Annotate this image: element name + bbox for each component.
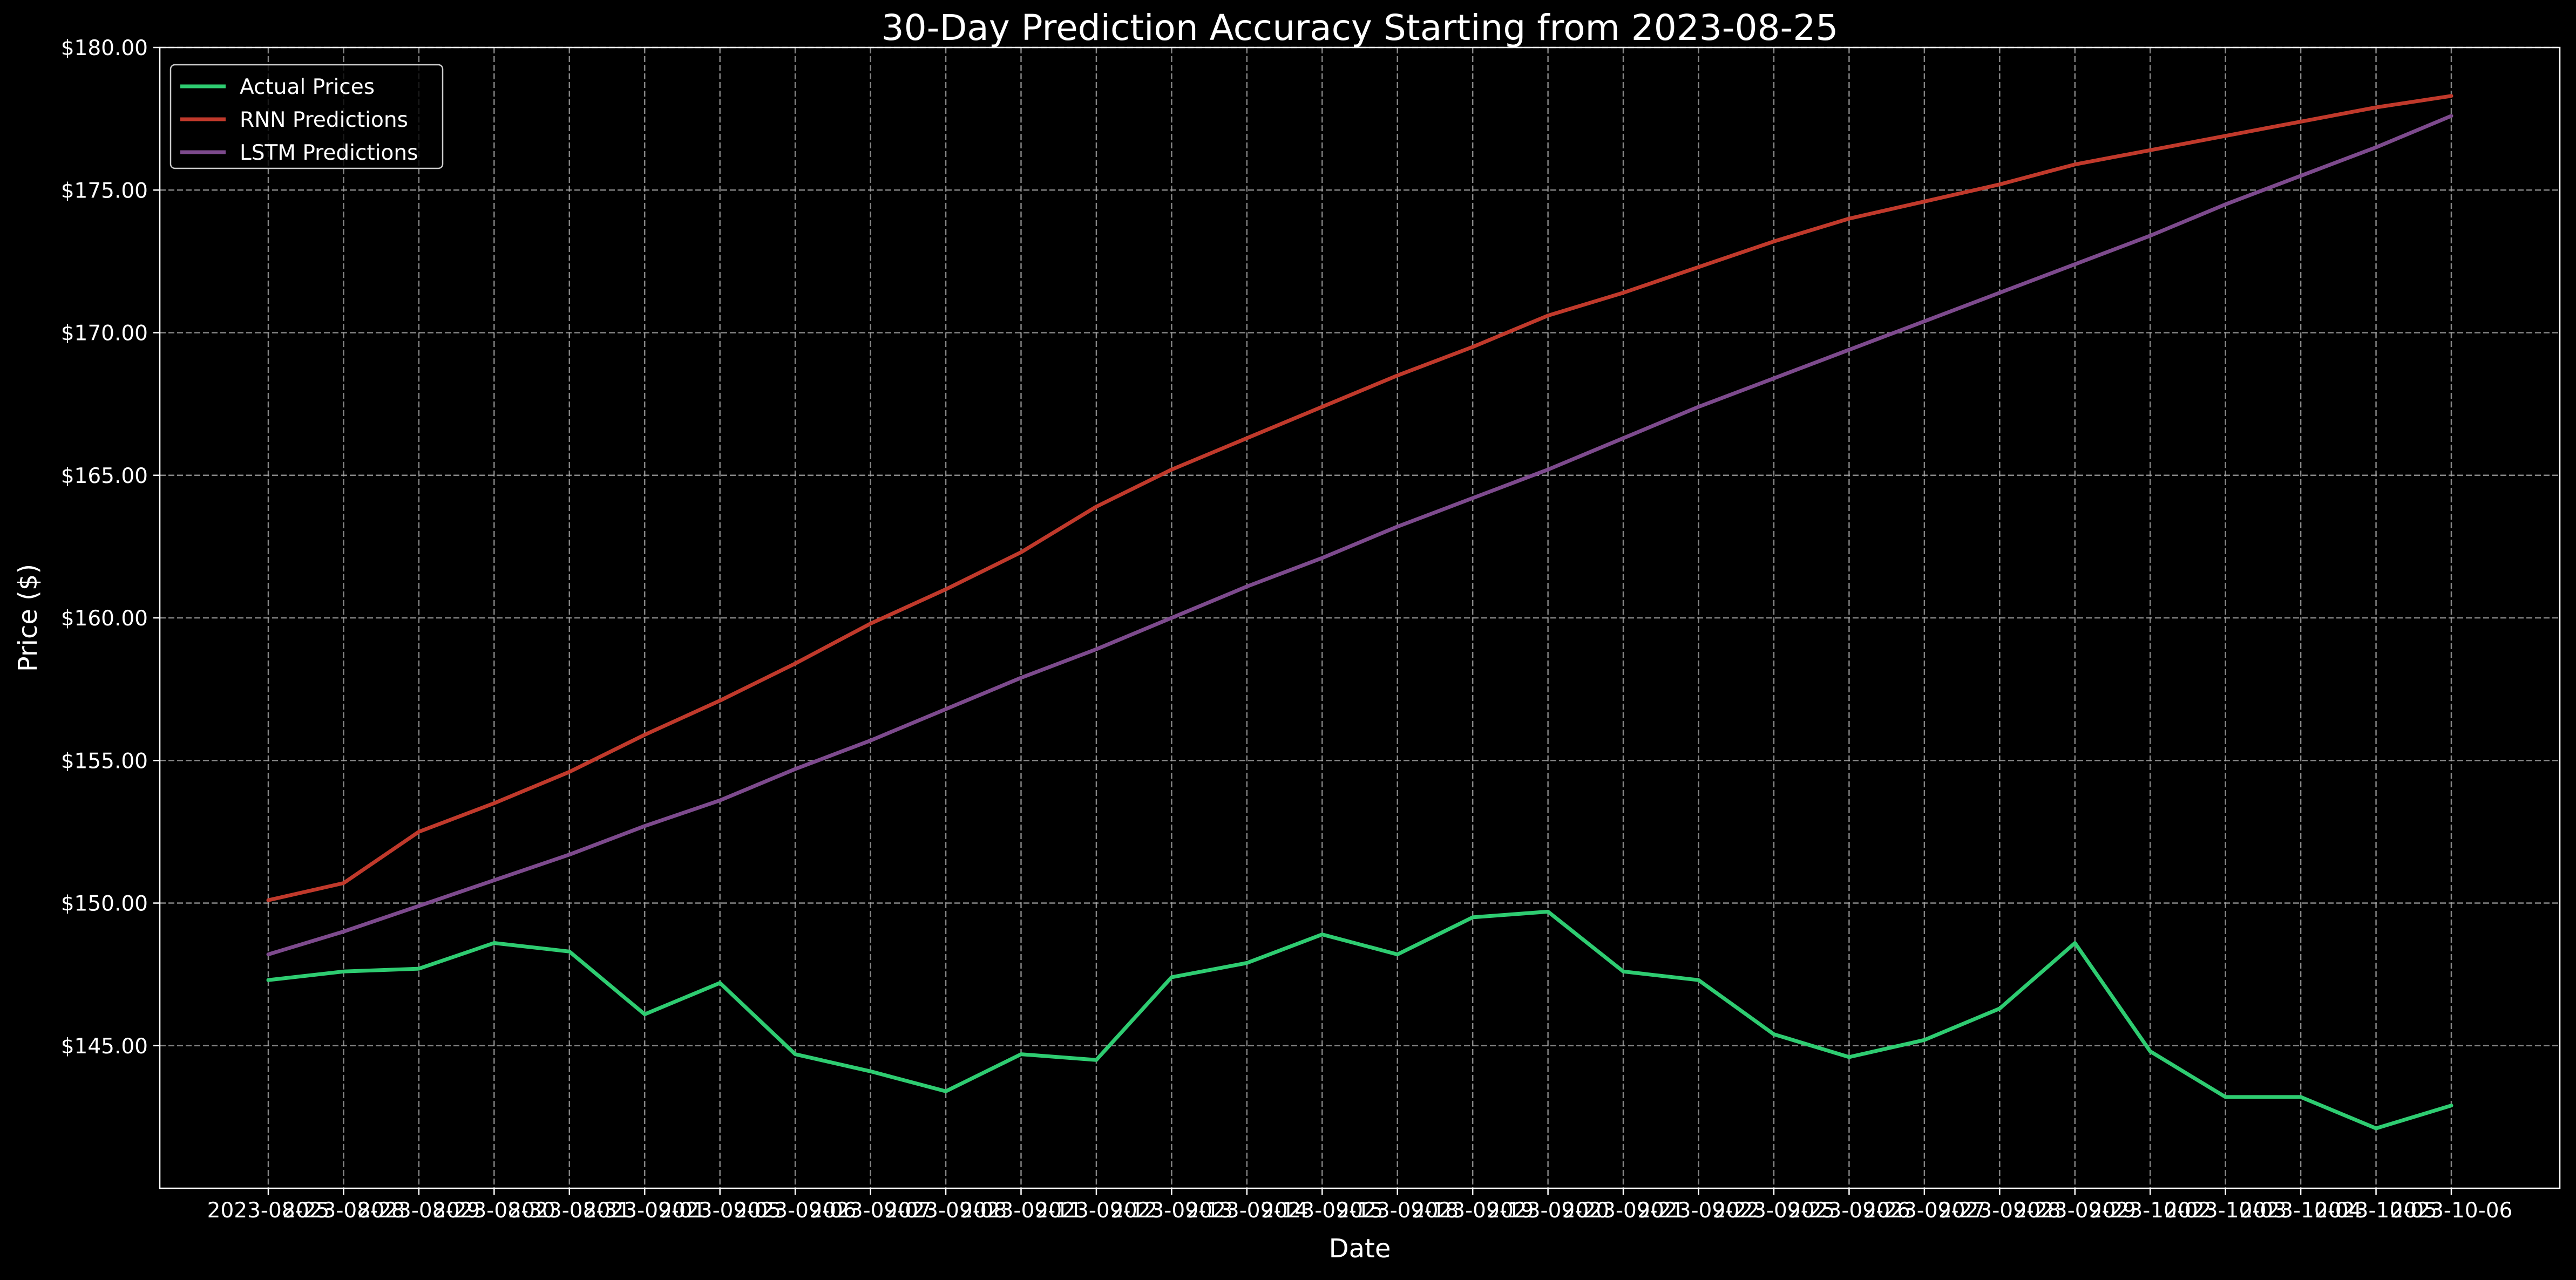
y-tick-label: $165.00 xyxy=(61,464,148,488)
series-line-2 xyxy=(266,94,2453,902)
x-tick-label: 2023-10-04 xyxy=(2240,1199,2362,1223)
x-tick-label: 2023-09-12 xyxy=(1035,1199,1158,1223)
x-tick-label: 2023-08-30 xyxy=(433,1199,555,1223)
y-tick-label: $160.00 xyxy=(61,607,148,631)
x-tick-label: 2023-08-31 xyxy=(508,1199,631,1223)
x-axis-label: Date xyxy=(1329,1234,1391,1264)
legend: Actual Prices RNN Predictions LSTM Predict… xyxy=(170,64,444,169)
legend-label-1: Actual Prices xyxy=(240,75,375,99)
x-tick-label: 2023-09-07 xyxy=(809,1199,932,1223)
x-tick-label: 2023-09-25 xyxy=(1713,1199,1835,1223)
y-tick-label: $150.00 xyxy=(61,892,148,916)
y-tick-label: $170.00 xyxy=(61,322,148,346)
x-tick-label: 2023-09-28 xyxy=(1938,1199,2061,1223)
series-line-3 xyxy=(266,114,2453,957)
x-tick-label: 2023-10-03 xyxy=(2164,1199,2287,1223)
legend-label-3: LSTM Predictions xyxy=(240,141,418,165)
x-tick-label: 2023-10-06 xyxy=(2390,1199,2513,1223)
x-tick-label: 2023-09-18 xyxy=(1336,1199,1459,1223)
legend-label-2: RNN Predictions xyxy=(240,108,408,132)
y-tick-label: $145.00 xyxy=(61,1034,148,1059)
x-tick-label: 2023-09-13 xyxy=(1110,1199,1233,1223)
x-tick-label: 2023-09-06 xyxy=(734,1199,857,1223)
x-tick-label: 2023-10-02 xyxy=(2089,1199,2212,1223)
legend-box xyxy=(170,64,444,169)
x-tick-label: 2023-09-08 xyxy=(885,1199,1007,1223)
x-tick-label: 2023-09-19 xyxy=(1412,1199,1534,1223)
x-tick-label: 2023-09-22 xyxy=(1637,1199,1760,1223)
y-tick-label: $175.00 xyxy=(61,179,148,203)
x-tick-label: 2023-09-11 xyxy=(960,1199,1082,1223)
x-tick-label: 2023-08-25 xyxy=(207,1199,330,1223)
series-line-1 xyxy=(266,909,2453,1131)
x-tick-label: 2023-08-28 xyxy=(282,1199,405,1223)
x-tick-label: 2023-10-05 xyxy=(2315,1199,2437,1223)
x-tick-label: 2023-09-20 xyxy=(1487,1199,1609,1223)
x-tick-label: 2023-09-27 xyxy=(1863,1199,1986,1223)
x-tick-label: 2023-09-05 xyxy=(659,1199,781,1223)
x-tick-label: 2023-09-14 xyxy=(1185,1199,1308,1223)
chart-title: 30-Day Prediction Accuracy Starting from… xyxy=(882,7,1839,49)
y-tick-label: $155.00 xyxy=(61,749,148,773)
y-axis-label: Price ($) xyxy=(13,564,43,672)
x-tick-label: 2023-09-01 xyxy=(584,1199,706,1223)
y-tick-label: $180.00 xyxy=(61,36,148,60)
x-tick-label: 2023-09-15 xyxy=(1261,1199,1384,1223)
x-tick-label: 2023-08-29 xyxy=(358,1199,480,1223)
ticks: 2023-08-252023-08-282023-08-292023-08-30… xyxy=(61,36,2513,1223)
x-tick-label: 2023-09-29 xyxy=(2014,1199,2136,1223)
series-group xyxy=(266,94,2453,1131)
x-tick-label: 2023-09-21 xyxy=(1562,1199,1685,1223)
x-tick-label: 2023-09-26 xyxy=(1788,1199,1910,1223)
